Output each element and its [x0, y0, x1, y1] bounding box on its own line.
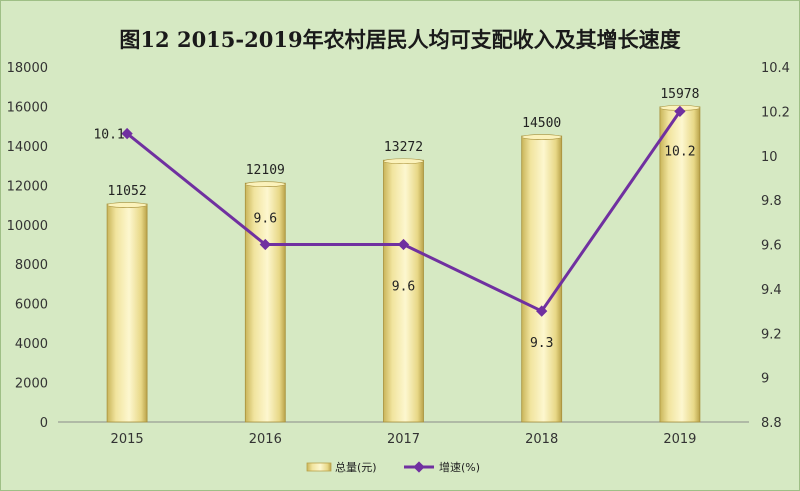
bar-data-label: 13272	[384, 140, 423, 155]
left-axis-tick: 0	[40, 416, 48, 431]
legend-bar-swatch	[306, 462, 332, 472]
bar-data-label: 15978	[660, 87, 699, 102]
left-axis-tick: 12000	[7, 179, 48, 194]
legend: 总量(元) 增速(%)	[306, 460, 480, 474]
right-axis-tick: 8.8	[761, 416, 782, 431]
right-axis-tick: 9.2	[761, 327, 782, 342]
left-axis-ticks: 0 2000 4000 6000 8000 10000 12000 14000 16000 180…	[7, 61, 48, 431]
bar-body	[383, 159, 424, 423]
bar-cap	[521, 134, 563, 140]
x-axis-ticks: 2015 2016 2017 2018 2019	[111, 432, 697, 447]
line-marker	[536, 305, 548, 317]
bar	[659, 105, 701, 423]
line-data-label: 10.1	[93, 128, 124, 143]
line-data-label: 9.3	[530, 336, 553, 351]
line-data-label: 9.6	[254, 212, 277, 227]
line-marker	[397, 238, 410, 251]
bar-data-labels: 11052 12109 13272 14500 15978	[108, 87, 700, 199]
left-axis-tick: 16000	[7, 100, 48, 115]
legend-bar-label: 总量(元)	[335, 460, 377, 474]
bar	[106, 202, 148, 423]
bar-body	[106, 203, 148, 423]
right-axis-tick: 9.6	[761, 239, 782, 254]
bar	[383, 158, 424, 423]
right-axis-tick: 10	[761, 150, 778, 165]
x-axis-tick: 2017	[387, 432, 420, 447]
left-axis-tick: 2000	[15, 377, 48, 392]
chart-title: 图12 2015-2019年农村居民人均可支配收入及其增长速度	[119, 27, 680, 52]
x-axis-tick: 2019	[663, 432, 696, 447]
line-data-label: 10.2	[664, 144, 695, 159]
bar-body	[521, 135, 563, 423]
bar-series	[106, 105, 701, 423]
legend-line-marker	[413, 461, 425, 473]
bar-data-label: 12109	[246, 163, 285, 178]
left-axis-tick: 8000	[15, 258, 48, 273]
left-axis-tick: 14000	[7, 140, 48, 155]
left-axis-tick: 18000	[7, 61, 48, 76]
line-data-label: 9.6	[392, 280, 415, 295]
left-axis-tick: 10000	[7, 219, 48, 234]
bar-cap	[106, 202, 148, 208]
bar-cap	[383, 158, 424, 165]
bar-data-label: 11052	[108, 184, 147, 199]
line-data-labels: 10.1 9.6 9.6 9.3 10.2	[93, 128, 695, 352]
left-axis-tick: 4000	[15, 337, 48, 352]
right-axis-tick: 9.4	[761, 283, 782, 298]
right-axis-ticks: 8.8 9 9.2 9.4 9.6 9.8 10 10.2 10.4	[761, 61, 790, 431]
bar-body	[659, 106, 701, 423]
right-axis-tick: 10.2	[761, 105, 790, 120]
x-axis-tick: 2018	[525, 432, 558, 447]
x-axis-tick: 2016	[249, 432, 282, 447]
x-axis-tick: 2015	[111, 432, 144, 447]
legend-line-label: 增速(%)	[439, 460, 480, 474]
bar-cap	[244, 181, 286, 187]
right-axis-tick: 9.8	[761, 194, 782, 209]
left-axis-tick: 6000	[15, 298, 48, 313]
right-axis-tick: 9	[761, 372, 769, 387]
bar	[521, 134, 563, 423]
line-marker	[259, 238, 271, 251]
bar-body	[244, 182, 286, 423]
bar	[244, 181, 286, 423]
right-axis-tick: 10.4	[761, 61, 790, 76]
bar-data-label: 14500	[522, 116, 561, 131]
